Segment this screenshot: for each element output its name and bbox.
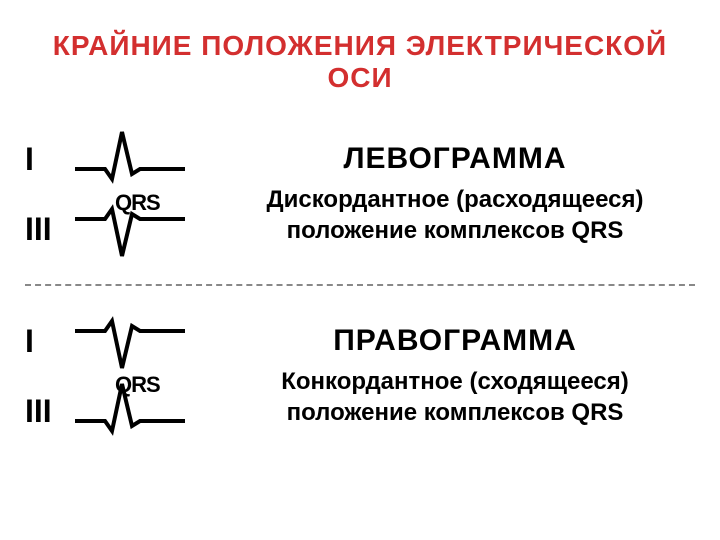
- qrs-wave-up-icon: [70, 124, 190, 194]
- section-levogramma: I QRS III ЛЕВОГРАММА Дискордантное (расх…: [25, 114, 695, 274]
- lead-label-iii-1: III: [25, 211, 70, 248]
- section-desc-pravogramma: Конкордантное (сходящееся) положение ком…: [215, 366, 695, 428]
- section-title-levogramma: ЛЕВОГРАММА: [215, 142, 695, 176]
- lead-label-iii-2: III: [25, 393, 70, 430]
- text-column-2: ПРАВОГРАММА Конкордантное (сходящееся) п…: [215, 324, 695, 428]
- text-column-1: ЛЕВОГРАММА Дискордантное (расходящееся) …: [215, 142, 695, 246]
- section-pravogramma: I QRS III ПРАВОГРАММА Конкордантное (схо…: [25, 296, 695, 456]
- qrs-wave-up-icon: [70, 376, 190, 446]
- main-title: КРАЙНИЕ ПОЛОЖЕНИЯ ЭЛЕКТРИЧЕСКОЙ ОСИ: [25, 30, 695, 94]
- wave-row-lead-i-2: I: [25, 306, 200, 376]
- lead-label-i-2: I: [25, 323, 70, 360]
- section-divider: [25, 284, 695, 286]
- wave-row-lead-iii-2: III: [25, 376, 200, 446]
- wave-row-lead-iii-1: III: [25, 194, 200, 264]
- section-title-pravogramma: ПРАВОГРАММА: [215, 324, 695, 358]
- section-desc-levogramma: Дискордантное (расходящееся) положение к…: [215, 184, 695, 246]
- waves-column-1: I QRS III: [25, 124, 200, 264]
- qrs-wave-down-icon: [70, 306, 190, 376]
- wave-row-lead-i-1: I: [25, 124, 200, 194]
- waves-column-2: I QRS III: [25, 306, 200, 446]
- lead-label-i-1: I: [25, 141, 70, 178]
- qrs-wave-down-icon: [70, 194, 190, 264]
